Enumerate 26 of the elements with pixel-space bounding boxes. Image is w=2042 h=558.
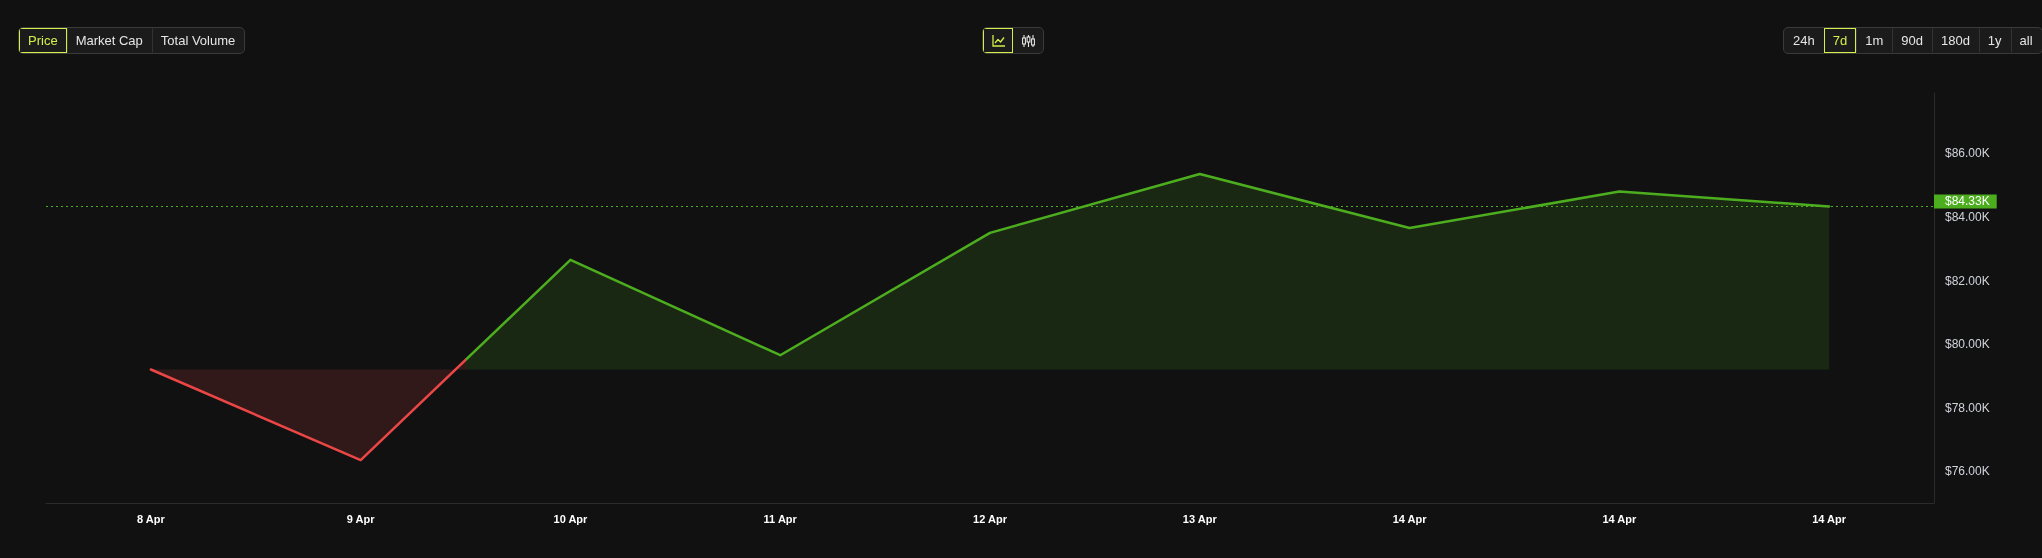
- text: Total Volume: [151, 28, 245, 53]
- x-tick-label: 10 Apr: [553, 512, 589, 525]
- x-tick-label: 14 Apr: [1392, 512, 1428, 525]
- x-tick-label: 14 Apr: [1812, 512, 1847, 525]
- y-tick-label: $78.00K: [1945, 400, 1990, 415]
- text: all: [2010, 28, 2042, 53]
- y-tick-label: $80.00K: [1945, 337, 1990, 352]
- x-tick-label: 14 Apr: [1602, 512, 1637, 525]
- text: 7d: [1823, 28, 1857, 53]
- text: 1y: [1978, 28, 2011, 53]
- text: 24h: [1792, 32, 1816, 50]
- y-tick-label: $76.00K: [1945, 464, 1990, 479]
- text: 90d: [1892, 28, 1932, 53]
- x-tick-label: 9 Apr: [346, 512, 376, 525]
- text: 1m: [1856, 28, 1893, 53]
- x-tick-label: 11 Apr: [763, 512, 798, 525]
- text: 180d: [1931, 28, 1979, 53]
- x-tick-label: 12 Apr: [973, 512, 1008, 525]
- text: Market Cap: [66, 28, 152, 53]
- text: Price: [19, 28, 67, 53]
- y-tick-label: $82.00K: [1945, 273, 1990, 288]
- ref-line-label: $84.33K: [1945, 194, 1990, 209]
- y-tick-label: $84.00K: [1945, 209, 1990, 224]
- x-tick-label: 8 Apr: [137, 512, 166, 525]
- y-tick-label: $86.00K: [1945, 146, 1990, 161]
- x-tick-label: 13 Apr: [1182, 512, 1218, 525]
